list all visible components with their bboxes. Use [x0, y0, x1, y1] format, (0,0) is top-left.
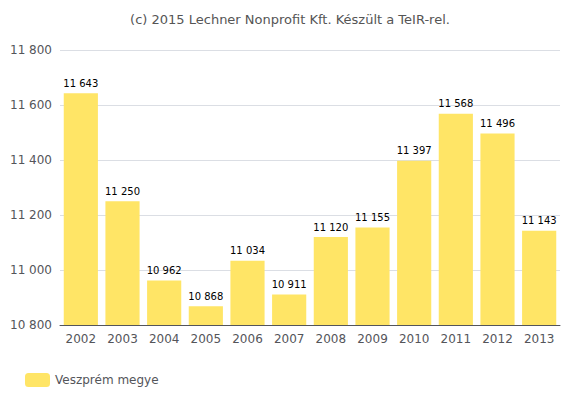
svg-text:11 568: 11 568: [438, 98, 473, 109]
svg-text:11 200: 11 200: [10, 208, 52, 222]
svg-text:11 155: 11 155: [355, 212, 390, 223]
svg-text:11 143: 11 143: [522, 215, 557, 226]
svg-text:10 962: 10 962: [147, 265, 182, 276]
svg-text:2010: 2010: [399, 332, 430, 346]
svg-text:2008: 2008: [316, 332, 347, 346]
svg-text:2006: 2006: [232, 332, 263, 346]
svg-text:2012: 2012: [482, 332, 513, 346]
svg-text:11 643: 11 643: [63, 78, 98, 89]
svg-text:11 120: 11 120: [313, 222, 348, 233]
svg-text:11 000: 11 000: [10, 263, 52, 277]
svg-text:2007: 2007: [274, 332, 305, 346]
svg-text:2005: 2005: [191, 332, 222, 346]
svg-text:11 600: 11 600: [10, 98, 52, 112]
svg-text:2011: 2011: [441, 332, 472, 346]
svg-text:11 400: 11 400: [10, 153, 52, 167]
svg-text:11 250: 11 250: [105, 186, 140, 197]
svg-text:10 911: 10 911: [272, 279, 307, 290]
svg-text:10 868: 10 868: [188, 291, 223, 302]
svg-text:11 397: 11 397: [397, 145, 432, 156]
svg-text:11 034: 11 034: [230, 245, 265, 256]
svg-text:10 800: 10 800: [10, 318, 52, 332]
svg-text:2003: 2003: [107, 332, 138, 346]
svg-text:2013: 2013: [524, 332, 555, 346]
svg-text:2009: 2009: [357, 332, 388, 346]
svg-text:2004: 2004: [149, 332, 180, 346]
svg-text:11 496: 11 496: [480, 118, 515, 129]
svg-text:(c) 2015 Lechner Nonprofit Kft: (c) 2015 Lechner Nonprofit Kft. Készült …: [130, 12, 450, 27]
svg-text:11 800: 11 800: [10, 43, 52, 57]
svg-text:2002: 2002: [66, 332, 97, 346]
svg-text:Veszprém megye: Veszprém megye: [55, 373, 159, 387]
